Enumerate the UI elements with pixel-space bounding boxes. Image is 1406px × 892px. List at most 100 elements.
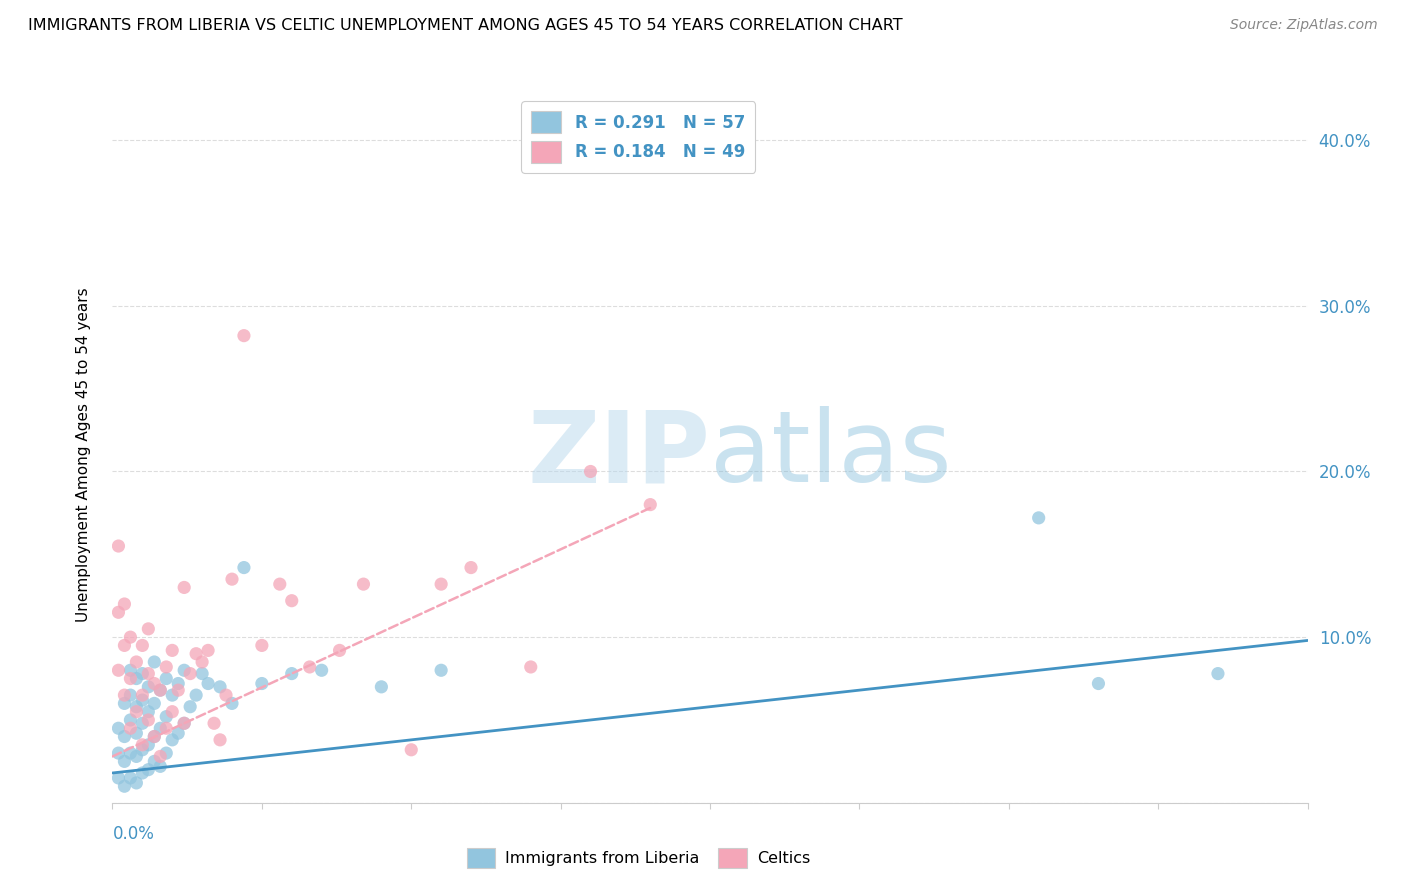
Point bbox=[179, 666, 201, 681]
Point bbox=[149, 749, 172, 764]
Point bbox=[143, 730, 166, 744]
Point bbox=[114, 688, 135, 702]
Point bbox=[107, 771, 129, 785]
Point bbox=[114, 755, 135, 769]
Point bbox=[143, 676, 166, 690]
Point bbox=[120, 672, 142, 686]
Point bbox=[232, 560, 256, 574]
Point bbox=[131, 688, 153, 702]
Point bbox=[120, 771, 142, 785]
Point bbox=[191, 666, 214, 681]
Point bbox=[138, 763, 160, 777]
Point bbox=[131, 693, 153, 707]
Point bbox=[149, 721, 172, 735]
Point bbox=[167, 683, 190, 698]
Point bbox=[155, 672, 177, 686]
Point bbox=[155, 721, 177, 735]
Text: 0.0%: 0.0% bbox=[112, 825, 155, 843]
Point bbox=[155, 709, 177, 723]
Point bbox=[149, 759, 172, 773]
Point bbox=[167, 676, 190, 690]
Point bbox=[125, 705, 148, 719]
Point bbox=[221, 572, 243, 586]
Point bbox=[281, 666, 304, 681]
Point bbox=[138, 713, 160, 727]
Point bbox=[173, 716, 195, 731]
Point bbox=[155, 746, 177, 760]
Text: ZIP: ZIP bbox=[527, 407, 710, 503]
Point bbox=[162, 643, 183, 657]
Point bbox=[328, 643, 352, 657]
Point bbox=[155, 660, 177, 674]
Point bbox=[1206, 666, 1229, 681]
Point bbox=[202, 716, 225, 731]
Point bbox=[197, 676, 219, 690]
Point bbox=[208, 732, 231, 747]
Point bbox=[138, 705, 160, 719]
Point bbox=[125, 776, 148, 790]
Point bbox=[167, 726, 190, 740]
Point bbox=[143, 755, 166, 769]
Point bbox=[430, 663, 453, 677]
Point bbox=[120, 688, 142, 702]
Point bbox=[352, 577, 374, 591]
Point bbox=[250, 639, 273, 653]
Point bbox=[143, 697, 166, 711]
Y-axis label: Unemployment Among Ages 45 to 54 years: Unemployment Among Ages 45 to 54 years bbox=[76, 287, 91, 623]
Point bbox=[120, 746, 142, 760]
Point bbox=[143, 655, 166, 669]
Point bbox=[215, 688, 238, 702]
Text: atlas: atlas bbox=[710, 407, 952, 503]
Point bbox=[430, 577, 453, 591]
Point bbox=[1087, 676, 1109, 690]
Point bbox=[162, 705, 183, 719]
Point bbox=[173, 581, 195, 595]
Point bbox=[120, 721, 142, 735]
Point bbox=[125, 672, 148, 686]
Point bbox=[173, 716, 195, 731]
Point bbox=[138, 666, 160, 681]
Point bbox=[186, 647, 208, 661]
Point bbox=[401, 743, 423, 757]
Point bbox=[120, 630, 142, 644]
Text: Source: ZipAtlas.com: Source: ZipAtlas.com bbox=[1230, 18, 1378, 32]
Point bbox=[107, 605, 129, 619]
Point bbox=[131, 716, 153, 731]
Point bbox=[370, 680, 392, 694]
Point bbox=[232, 328, 256, 343]
Point bbox=[638, 498, 662, 512]
Point bbox=[114, 730, 135, 744]
Point bbox=[208, 680, 231, 694]
Point bbox=[131, 639, 153, 653]
Point bbox=[138, 738, 160, 752]
Point bbox=[125, 749, 148, 764]
Point bbox=[114, 597, 135, 611]
Point bbox=[138, 622, 160, 636]
Point bbox=[131, 738, 153, 752]
Point bbox=[143, 730, 166, 744]
Point bbox=[269, 577, 291, 591]
Point bbox=[221, 697, 243, 711]
Point bbox=[114, 639, 135, 653]
Point bbox=[250, 676, 273, 690]
Point bbox=[298, 660, 321, 674]
Point bbox=[125, 655, 148, 669]
Point bbox=[107, 663, 129, 677]
Legend: Immigrants from Liberia, Celtics: Immigrants from Liberia, Celtics bbox=[460, 841, 817, 875]
Point bbox=[107, 746, 129, 760]
Point bbox=[120, 713, 142, 727]
Point bbox=[162, 732, 183, 747]
Point bbox=[125, 726, 148, 740]
Point bbox=[191, 655, 214, 669]
Point bbox=[120, 663, 142, 677]
Point bbox=[131, 766, 153, 780]
Text: IMMIGRANTS FROM LIBERIA VS CELTIC UNEMPLOYMENT AMONG AGES 45 TO 54 YEARS CORRELA: IMMIGRANTS FROM LIBERIA VS CELTIC UNEMPL… bbox=[28, 18, 903, 33]
Point bbox=[579, 465, 602, 479]
Point bbox=[281, 593, 304, 607]
Point bbox=[107, 539, 129, 553]
Point bbox=[125, 699, 148, 714]
Point bbox=[197, 643, 219, 657]
Point bbox=[173, 663, 195, 677]
Point bbox=[149, 683, 172, 698]
Point bbox=[131, 666, 153, 681]
